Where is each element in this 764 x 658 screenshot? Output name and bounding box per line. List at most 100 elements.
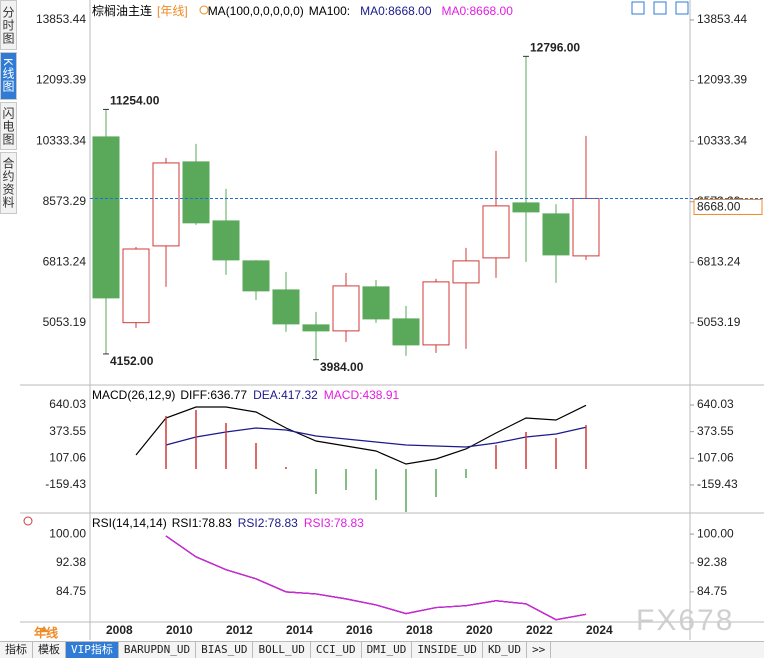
candle-body bbox=[572, 197, 600, 257]
candle-body bbox=[92, 136, 120, 299]
toolbar-tab[interactable]: INSIDE_UD bbox=[412, 642, 483, 658]
toolbar-tab[interactable]: VIP指标 bbox=[66, 642, 119, 658]
toolbar-tab[interactable]: BOLL_UD bbox=[253, 642, 311, 658]
y-tick-label: 100.00 bbox=[49, 526, 86, 540]
price-legend: 棕榈油主连 [年线] MA(100,0,0,0,0,0) MA100: MA0:8… bbox=[92, 2, 513, 19]
candle-body bbox=[392, 318, 420, 346]
candle-body bbox=[272, 289, 300, 325]
y-tick-label-right: 640.03 bbox=[697, 397, 734, 411]
y-tick-label: 10333.34 bbox=[36, 133, 86, 147]
y-tick-label-right: 6813.24 bbox=[697, 254, 741, 268]
y-tick-label-right: 5053.19 bbox=[697, 315, 741, 329]
title: 棕榈油主连 bbox=[92, 4, 153, 18]
x-tick-label: 2020 bbox=[466, 623, 493, 637]
add-icon[interactable] bbox=[199, 5, 209, 15]
toolbar-tab[interactable]: DMI_UD bbox=[362, 642, 413, 658]
x-tick-label: 2014 bbox=[286, 623, 313, 637]
last-price-label: 8668.00 bbox=[697, 200, 741, 214]
candle-body bbox=[122, 248, 150, 324]
candle-body bbox=[482, 205, 510, 259]
candle-body bbox=[242, 260, 270, 292]
y-tick-label: 5053.19 bbox=[43, 315, 87, 329]
x-tick-label: 2010 bbox=[166, 623, 193, 637]
y-tick-label: 13853.44 bbox=[36, 12, 86, 26]
annotation-label: 12796.00 bbox=[530, 41, 580, 55]
y-tick-label: 373.55 bbox=[49, 424, 86, 438]
candle-body bbox=[362, 286, 390, 320]
y-tick-label-right: 373.55 bbox=[697, 424, 734, 438]
y-tick-label-right: 13853.44 bbox=[697, 12, 747, 26]
toolbar-tab[interactable]: CCI_UD bbox=[311, 642, 362, 658]
toolbar-tab[interactable]: 指标 bbox=[0, 642, 33, 658]
x-tick-label: 2012 bbox=[226, 623, 253, 637]
y-tick-label: 640.03 bbox=[49, 397, 86, 411]
period-label[interactable]: [年线] bbox=[157, 4, 188, 18]
series-line bbox=[135, 404, 587, 465]
tab[interactable]: K线图 bbox=[0, 52, 17, 100]
title: RSI(14,14,14) bbox=[92, 516, 167, 530]
candle-body bbox=[542, 213, 570, 256]
icon[interactable] bbox=[631, 1, 645, 15]
icon[interactable] bbox=[653, 1, 667, 15]
y-tick-label: 6813.24 bbox=[43, 254, 87, 268]
legend-item: RSI1:78.83 bbox=[171, 516, 232, 530]
y-tick-label: 107.06 bbox=[49, 450, 86, 464]
x-tick-label: 2008 bbox=[106, 623, 133, 637]
legend-items: RSI1:78.83 RSI2:78.83 RSI3:78.83 bbox=[172, 516, 364, 530]
toolbar: 指标 模板 VIP指标 BARUPDN_UD BIAS_UD BOLL_UD CCI_UD D… bbox=[0, 641, 764, 658]
period-arrow[interactable] bbox=[40, 626, 48, 632]
legend-item: DEA:417.32 bbox=[253, 388, 318, 402]
x-tick-label: 2018 bbox=[406, 623, 433, 637]
candle-body bbox=[512, 202, 540, 213]
y-tick-label-right: 92.38 bbox=[697, 555, 727, 569]
last-price-box bbox=[693, 198, 763, 215]
y-tick-label-right: 100.00 bbox=[697, 526, 734, 540]
toolbar-tab[interactable]: BIAS_UD bbox=[196, 642, 254, 658]
x-tick-label: 2016 bbox=[346, 623, 373, 637]
tab[interactable]: 分时图 bbox=[0, 0, 17, 50]
y-tick-label-right: 12093.39 bbox=[697, 73, 747, 87]
tab[interactable]: 闪电图 bbox=[0, 102, 17, 150]
annotation-label: 3984.00 bbox=[320, 360, 364, 374]
toolbar-tab[interactable]: KD_UD bbox=[483, 642, 528, 658]
toolbar-tab[interactable]: >> bbox=[527, 642, 552, 658]
tab[interactable]: 合约资料 bbox=[0, 152, 17, 214]
y-tick-label: 92.38 bbox=[56, 555, 86, 569]
candle-body bbox=[422, 281, 450, 346]
candle-body bbox=[332, 285, 360, 332]
legend-item: MA100: bbox=[308, 3, 351, 18]
toolbar-tab[interactable]: BARUPDN_UD bbox=[119, 642, 197, 658]
legend-item: MA0:8668.00 bbox=[441, 3, 513, 18]
indicator: MA(100,0,0,0,0,0) bbox=[207, 3, 304, 18]
chart: 5053.195053.196813.246813.248573.298573.… bbox=[20, 0, 764, 640]
candle-body bbox=[452, 260, 480, 284]
legend-item: DIFF:636.77 bbox=[180, 388, 248, 402]
toolbar-tab[interactable]: 模板 bbox=[33, 642, 66, 658]
y-tick-label-right: 84.75 bbox=[697, 584, 727, 598]
legend-items: MA100: MA0:8668.00 MA0:8668.00 bbox=[309, 4, 513, 18]
period[interactable]: 年线 bbox=[34, 626, 59, 640]
y-tick-label: 12093.39 bbox=[36, 73, 86, 87]
legend-item: RSI2:78.83 bbox=[237, 516, 298, 530]
y-tick-label: 8573.29 bbox=[43, 194, 87, 208]
toolbar-icons[interactable] bbox=[631, 1, 689, 15]
rsi-legend: RSI(14,14,14) RSI1:78.83 RSI2:78.83 RSI3:7… bbox=[92, 516, 364, 530]
legend-item: MACD:438.91 bbox=[323, 388, 400, 402]
y-tick-label: 84.75 bbox=[56, 584, 86, 598]
candle-body bbox=[302, 324, 330, 332]
series-line bbox=[165, 535, 587, 621]
icon[interactable] bbox=[675, 1, 689, 15]
legend-item: RSI3:78.83 bbox=[303, 516, 364, 530]
legend-item: MA0:8668.00 bbox=[360, 3, 432, 18]
series-line bbox=[165, 426, 587, 448]
watermark: FX678 bbox=[636, 604, 735, 637]
title: MACD(26,12,9) bbox=[92, 388, 176, 402]
y-tick-label-right: -159.43 bbox=[697, 477, 738, 491]
y-tick-label-right: 107.06 bbox=[697, 450, 734, 464]
legend-items: DIFF:636.77 DEA:417.32 MACD:438.91 bbox=[180, 388, 399, 402]
annotation-label: 11254.00 bbox=[110, 94, 160, 108]
settings-icon[interactable] bbox=[23, 516, 33, 526]
annotation-label: 4152.00 bbox=[110, 354, 154, 368]
series-line bbox=[165, 535, 587, 621]
